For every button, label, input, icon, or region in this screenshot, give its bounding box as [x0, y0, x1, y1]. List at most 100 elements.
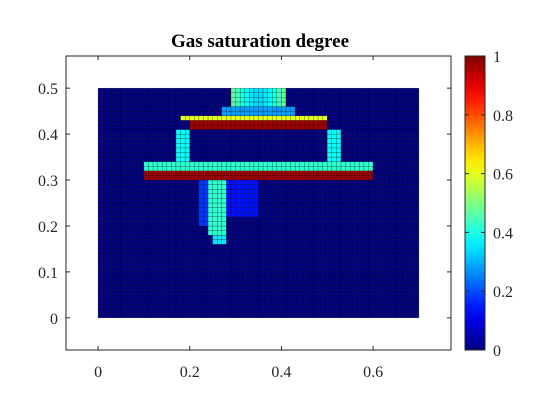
mesh-cell: [359, 147, 365, 153]
mesh-cell: [363, 198, 369, 204]
mesh-cell: [322, 97, 328, 103]
mesh-cell: [189, 143, 195, 149]
mesh-cell: [148, 253, 154, 259]
mesh-cell: [111, 303, 117, 309]
mesh-cell: [276, 202, 282, 208]
mesh-cell: [363, 294, 369, 300]
mesh-cell: [120, 161, 126, 167]
mesh-cell: [336, 101, 342, 107]
mesh-cell: [116, 152, 122, 158]
mesh-cell: [203, 87, 209, 93]
mesh-cell: [276, 234, 282, 240]
mesh-cell: [134, 248, 140, 254]
mesh-cell: [253, 221, 259, 227]
mesh-cell: [166, 202, 172, 208]
mesh-cell: [148, 106, 154, 112]
mesh-cell: [166, 211, 172, 217]
mesh-cell: [354, 207, 360, 213]
mesh-cell: [327, 234, 333, 240]
mesh-cell: [184, 239, 190, 245]
mesh-cell: [253, 271, 259, 277]
mesh-cell: [143, 129, 149, 135]
mesh-cell: [171, 193, 177, 199]
mesh-cell: [377, 143, 383, 149]
mesh-cell: [111, 120, 117, 126]
mesh-cell: [207, 124, 213, 130]
mesh-cell: [134, 230, 140, 236]
mesh-cell: [217, 120, 223, 126]
mesh-cell: [409, 175, 415, 181]
mesh-cell: [354, 202, 360, 208]
mesh-cell: [345, 101, 351, 107]
mesh-cell: [404, 276, 410, 282]
mesh-cell: [267, 285, 273, 291]
mesh-cell: [386, 285, 392, 291]
mesh-cell: [285, 124, 291, 130]
mesh-cell: [272, 221, 278, 227]
mesh-cell: [395, 290, 401, 296]
mesh-cell: [111, 129, 117, 135]
mesh-cell: [400, 221, 406, 227]
mesh-cell: [294, 207, 300, 213]
mesh-cell: [230, 248, 236, 254]
mesh-cell: [272, 120, 278, 126]
mesh-cell: [239, 244, 245, 250]
mesh-cell: [285, 106, 291, 112]
mesh-cell: [368, 308, 374, 314]
mesh-cell: [363, 290, 369, 296]
mesh-cell: [322, 198, 328, 204]
mesh-cell: [359, 166, 365, 172]
mesh-cell: [336, 133, 342, 139]
mesh-cell: [249, 189, 255, 195]
mesh-cell: [299, 156, 305, 162]
mesh-cell: [235, 253, 241, 259]
mesh-cell: [414, 271, 420, 277]
mesh-cell: [404, 166, 410, 172]
mesh-cell: [382, 221, 388, 227]
mesh-cell: [139, 147, 145, 153]
mesh-cell: [395, 106, 401, 112]
mesh-cell: [175, 207, 181, 213]
mesh-cell: [304, 175, 310, 181]
mesh-cell: [194, 207, 200, 213]
mesh-cell: [299, 129, 305, 135]
mesh-cell: [148, 234, 154, 240]
mesh-cell: [322, 179, 328, 185]
mesh-cell: [157, 193, 163, 199]
mesh-cell: [120, 179, 126, 185]
mesh-cell: [244, 303, 250, 309]
mesh-cell: [107, 120, 113, 126]
mesh-cell: [217, 115, 223, 121]
mesh-cell: [125, 198, 131, 204]
mesh-cell: [363, 221, 369, 227]
mesh-cell: [212, 138, 218, 144]
mesh-cell: [395, 133, 401, 139]
mesh-cell: [148, 230, 154, 236]
mesh-cell: [327, 248, 333, 254]
mesh-cell: [331, 97, 337, 103]
mesh-cell: [299, 87, 305, 93]
mesh-cell: [285, 308, 291, 314]
mesh-cell: [267, 221, 273, 227]
mesh-cell: [349, 299, 355, 305]
mesh-cell: [111, 189, 117, 195]
mesh-cell: [244, 106, 250, 112]
mesh-cell: [120, 290, 126, 296]
mesh-cell: [134, 184, 140, 190]
mesh-cell: [244, 175, 250, 181]
mesh-cell: [382, 110, 388, 116]
mesh-cell: [327, 101, 333, 107]
mesh-cell: [253, 280, 259, 286]
mesh-cell: [217, 193, 223, 199]
mesh-cell: [262, 166, 268, 172]
mesh-cell: [139, 115, 145, 121]
mesh-cell: [327, 179, 333, 185]
mesh-cell: [239, 276, 245, 282]
mesh-cell: [322, 303, 328, 309]
mesh-cell: [290, 161, 296, 167]
mesh-cell: [372, 152, 378, 158]
mesh-cell: [313, 193, 319, 199]
mesh-cell: [299, 175, 305, 181]
mesh-cell: [152, 166, 158, 172]
mesh-cell: [377, 294, 383, 300]
